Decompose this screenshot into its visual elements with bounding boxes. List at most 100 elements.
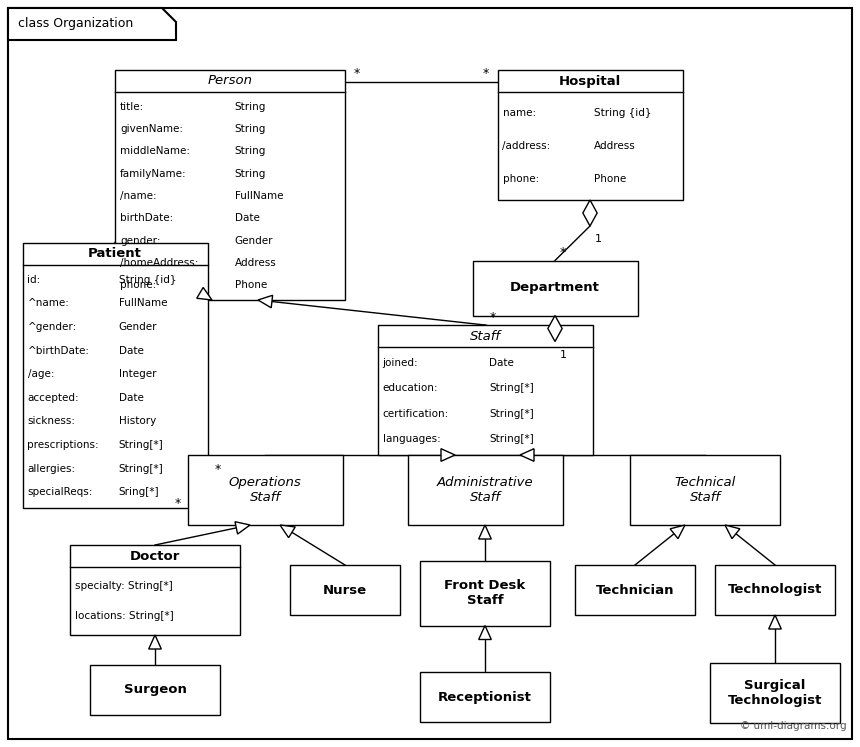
Text: *: * bbox=[490, 311, 496, 323]
Text: *: * bbox=[353, 67, 360, 81]
Bar bbox=[420, 672, 550, 722]
Text: String[*]: String[*] bbox=[489, 434, 534, 444]
Text: Operations
Staff: Operations Staff bbox=[229, 476, 301, 504]
Text: certification:: certification: bbox=[383, 409, 449, 418]
Text: specialty: String[*]: specialty: String[*] bbox=[75, 581, 173, 591]
Text: languages:: languages: bbox=[383, 434, 440, 444]
Polygon shape bbox=[280, 525, 295, 538]
Text: Date: Date bbox=[119, 346, 144, 356]
Text: String: String bbox=[235, 169, 266, 179]
Text: Sring[*]: Sring[*] bbox=[119, 487, 159, 498]
Text: sickness:: sickness: bbox=[28, 416, 76, 427]
Bar bbox=[187, 455, 342, 525]
Polygon shape bbox=[149, 635, 162, 649]
Text: Technical
Staff: Technical Staff bbox=[674, 476, 735, 504]
Polygon shape bbox=[583, 200, 597, 226]
Bar bbox=[408, 455, 562, 525]
Text: Hospital: Hospital bbox=[559, 75, 621, 87]
Text: /address:: /address: bbox=[502, 141, 550, 151]
Text: ^gender:: ^gender: bbox=[28, 322, 77, 332]
Text: phone:: phone: bbox=[120, 280, 157, 291]
Text: *: * bbox=[560, 246, 566, 259]
Bar bbox=[497, 70, 683, 200]
Text: phone:: phone: bbox=[502, 174, 538, 184]
Text: String[*]: String[*] bbox=[489, 383, 534, 394]
Text: ^name:: ^name: bbox=[28, 299, 70, 309]
Text: Nurse: Nurse bbox=[323, 583, 367, 597]
Text: accepted:: accepted: bbox=[28, 393, 79, 403]
Text: Front Desk
Staff: Front Desk Staff bbox=[445, 579, 525, 607]
Text: name:: name: bbox=[502, 108, 536, 118]
Text: Receptionist: Receptionist bbox=[438, 690, 532, 704]
Polygon shape bbox=[197, 288, 212, 300]
Text: class Organization: class Organization bbox=[18, 17, 133, 31]
Text: joined:: joined: bbox=[383, 359, 418, 368]
Polygon shape bbox=[8, 8, 176, 40]
Polygon shape bbox=[441, 449, 455, 462]
Text: Address: Address bbox=[235, 258, 276, 268]
Bar bbox=[472, 261, 637, 315]
Text: *: * bbox=[214, 463, 221, 476]
Text: String: String bbox=[235, 124, 266, 134]
Text: Patient: Patient bbox=[88, 247, 142, 260]
Text: /age:: /age: bbox=[28, 369, 54, 379]
Polygon shape bbox=[725, 525, 740, 539]
Text: FullName: FullName bbox=[235, 191, 283, 201]
Polygon shape bbox=[548, 315, 562, 341]
Text: Integer: Integer bbox=[119, 369, 157, 379]
Bar bbox=[710, 663, 840, 723]
Bar bbox=[378, 325, 593, 455]
Text: allergies:: allergies: bbox=[28, 464, 76, 474]
Text: Gender: Gender bbox=[235, 236, 273, 246]
Text: String[*]: String[*] bbox=[489, 409, 534, 418]
Bar bbox=[90, 665, 220, 715]
Polygon shape bbox=[670, 525, 685, 539]
Bar bbox=[575, 565, 695, 615]
Text: Department: Department bbox=[510, 282, 600, 294]
Bar bbox=[630, 455, 780, 525]
Text: Staff: Staff bbox=[470, 329, 501, 343]
Bar bbox=[22, 243, 207, 507]
Polygon shape bbox=[258, 295, 273, 308]
Text: ^birthDate:: ^birthDate: bbox=[28, 346, 89, 356]
Text: /homeAddress:: /homeAddress: bbox=[120, 258, 199, 268]
Text: *: * bbox=[175, 498, 181, 510]
Bar bbox=[70, 545, 240, 635]
Text: Phone: Phone bbox=[593, 174, 626, 184]
Text: middleName:: middleName: bbox=[120, 146, 190, 156]
Text: © uml-diagrams.org: © uml-diagrams.org bbox=[740, 721, 847, 731]
Text: FullName: FullName bbox=[119, 299, 167, 309]
Text: String: String bbox=[235, 102, 266, 111]
Text: String[*]: String[*] bbox=[119, 440, 163, 450]
Text: String {id}: String {id} bbox=[593, 108, 651, 118]
Text: givenName:: givenName: bbox=[120, 124, 183, 134]
Text: Address: Address bbox=[593, 141, 636, 151]
Text: prescriptions:: prescriptions: bbox=[28, 440, 99, 450]
Text: History: History bbox=[119, 416, 156, 427]
Text: locations: String[*]: locations: String[*] bbox=[75, 611, 174, 621]
Text: Surgeon: Surgeon bbox=[124, 684, 187, 696]
Text: Phone: Phone bbox=[235, 280, 267, 291]
Text: Technician: Technician bbox=[596, 583, 674, 597]
Bar bbox=[420, 560, 550, 625]
Text: 1: 1 bbox=[560, 350, 567, 359]
Text: Date: Date bbox=[235, 214, 260, 223]
Text: id:: id: bbox=[28, 275, 40, 285]
Text: String[*]: String[*] bbox=[119, 464, 163, 474]
Text: title:: title: bbox=[120, 102, 144, 111]
Text: Doctor: Doctor bbox=[130, 550, 181, 562]
Text: education:: education: bbox=[383, 383, 438, 394]
Text: Date: Date bbox=[119, 393, 144, 403]
Polygon shape bbox=[769, 615, 781, 629]
Polygon shape bbox=[479, 625, 491, 639]
Polygon shape bbox=[479, 525, 491, 539]
Polygon shape bbox=[520, 449, 534, 462]
Text: Technologist: Technologist bbox=[728, 583, 822, 597]
Text: 1: 1 bbox=[594, 234, 601, 244]
Text: birthDate:: birthDate: bbox=[120, 214, 173, 223]
Text: Date: Date bbox=[489, 359, 514, 368]
Bar bbox=[115, 70, 345, 300]
Text: specialReqs:: specialReqs: bbox=[28, 487, 93, 498]
Text: Person: Person bbox=[207, 75, 253, 87]
Polygon shape bbox=[235, 521, 250, 534]
